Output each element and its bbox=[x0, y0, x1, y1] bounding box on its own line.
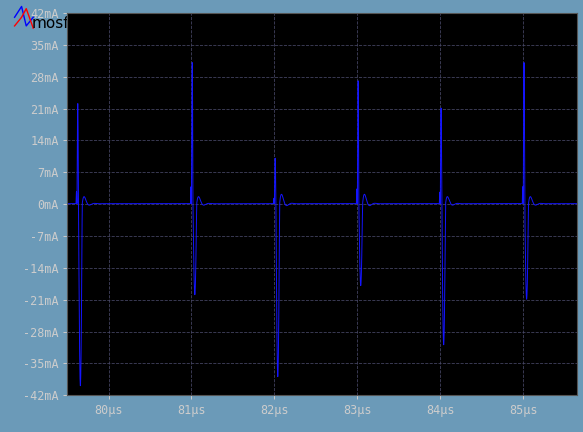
Text: mosfet_test: mosfet_test bbox=[32, 16, 122, 32]
